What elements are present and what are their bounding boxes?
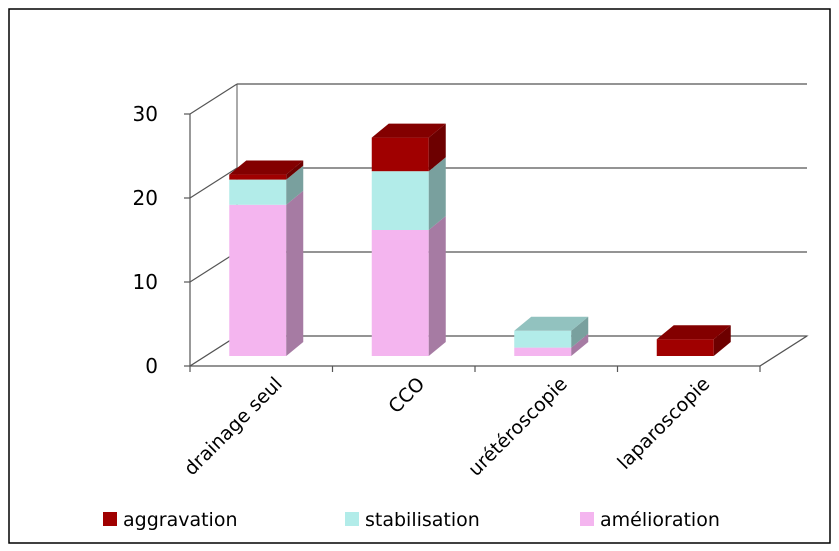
bar-side-amélioration (571, 333, 589, 356)
bar-side-stabilisation (571, 316, 589, 348)
bar-segment-stabilisation (371, 171, 429, 230)
legend: aggravation stabilisation amélioration (103, 509, 720, 531)
gridline-diagonal (189, 167, 238, 199)
gridline-diagonal (189, 335, 238, 367)
bar-segment-aggravation (229, 174, 287, 180)
legend-swatch-aggravation (103, 512, 117, 526)
bar-side-stabilisation (286, 165, 304, 205)
legend-label-stabilisation: stabilisation (365, 509, 480, 531)
bar-segment-amélioration (229, 204, 287, 356)
bar-side-amélioration (286, 190, 304, 356)
bar-side-amélioration (428, 216, 446, 356)
bar-top-aggravation (656, 325, 731, 340)
bar-top-aggravation (229, 160, 304, 175)
bar-side-aggravation (286, 160, 304, 180)
gridline-diagonal (189, 83, 238, 115)
bar-segment-amélioration (371, 230, 429, 356)
legend-swatch-amélioration (580, 512, 594, 526)
bars (229, 123, 731, 356)
y-tick-label: 0 (145, 354, 158, 378)
y-tick-label: 20 (133, 186, 158, 210)
bar-segment-amélioration (514, 347, 572, 356)
bar-segment-aggravation (656, 339, 714, 356)
y-tick-label: 10 (133, 270, 158, 294)
plot-walls (188, 83, 809, 367)
bar-segment-stabilisation (514, 330, 572, 348)
bar-side-aggravation (428, 123, 446, 172)
bar-segment-stabilisation (229, 179, 287, 205)
bar-segment-aggravation (371, 137, 429, 172)
y-axis: 0 10 20 30 (133, 102, 191, 378)
legend-label-aggravation: aggravation (123, 509, 238, 531)
y-tick-label: 30 (133, 102, 158, 126)
legend-swatch-stabilisation (345, 512, 359, 526)
legend-label-amélioration: amélioration (600, 509, 720, 531)
gridline-diagonal (189, 251, 238, 283)
bar-side-aggravation (713, 325, 731, 356)
bar-side-stabilisation (428, 157, 446, 230)
bar-top-stabilisation (514, 316, 589, 331)
floor-right-edge (759, 335, 808, 367)
bar-top-aggravation (371, 123, 446, 138)
